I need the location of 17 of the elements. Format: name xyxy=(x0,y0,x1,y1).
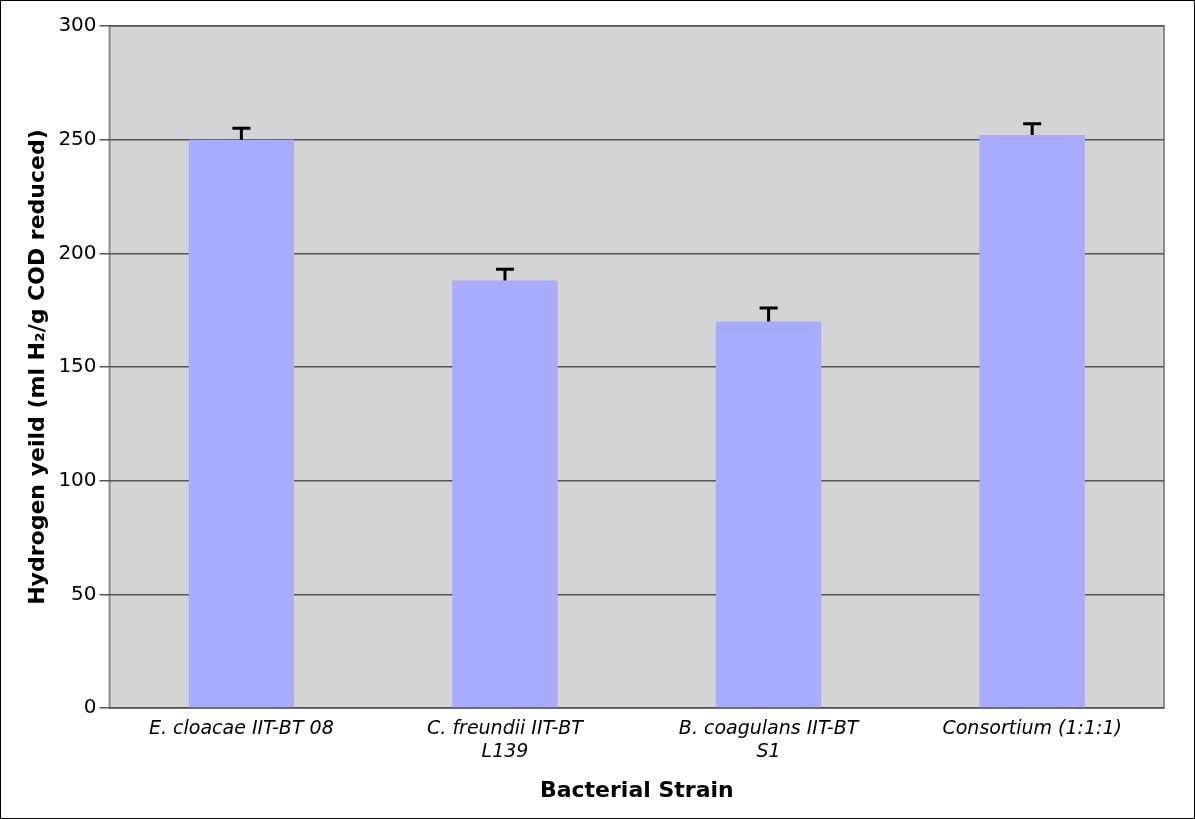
bar xyxy=(452,280,558,708)
x-tick-label: C. freundii IIT-BT L139 xyxy=(427,716,585,762)
y-tick-label: 150 xyxy=(58,353,97,378)
y-tick-label: 250 xyxy=(58,125,97,150)
x-axis-title: Bacterial Strain xyxy=(539,776,734,802)
y-axis-title: Hydrogen yeild (ml H₂/g COD reduced) xyxy=(23,129,49,605)
y-tick-label: 100 xyxy=(58,466,97,491)
x-tick-label: Consortium (1:1:1) xyxy=(942,716,1122,739)
x-tick-label: E. cloacae IIT-BT 08 xyxy=(149,716,334,739)
bar xyxy=(979,135,1085,708)
bar xyxy=(188,139,295,708)
bar xyxy=(715,321,822,708)
y-tick-label: 50 xyxy=(71,580,97,605)
x-tick-label: B. coagulans IIT-BT S1 xyxy=(678,716,860,762)
y-tick-label: 200 xyxy=(58,239,97,264)
y-tick-label: 0 xyxy=(83,694,97,719)
y-tick-label: 300 xyxy=(58,12,97,37)
